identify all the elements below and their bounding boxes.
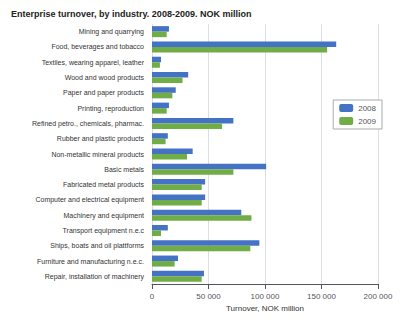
- svg-text:Refined petro., chemicals, pha: Refined petro., chemicals, pharmac.: [32, 120, 144, 128]
- svg-text:50 000: 50 000: [196, 292, 221, 301]
- svg-text:Printing, reproduction: Printing, reproduction: [77, 105, 144, 113]
- svg-text:Transport equipment n.e.c: Transport equipment n.e.c: [63, 227, 145, 235]
- svg-text:Non-metallic mineral products: Non-metallic mineral products: [51, 151, 144, 159]
- svg-text:Turnover, NOK million: Turnover, NOK million: [226, 304, 304, 313]
- svg-text:Wood and wood products: Wood and wood products: [65, 74, 145, 82]
- svg-text:Ships, boats and oil plattform: Ships, boats and oil plattforms: [50, 242, 144, 250]
- svg-text:Paper and paper products: Paper and paper products: [63, 89, 144, 97]
- svg-text:Food, beverages and tobacco: Food, beverages and tobacco: [51, 43, 144, 51]
- svg-text:Textiles, wearing apparel, lea: Textiles, wearing apparel, leather: [42, 59, 145, 67]
- svg-text:Furniture and manufacturing n.: Furniture and manufacturing n.e.c.: [37, 258, 144, 266]
- svg-text:150 000: 150 000: [307, 292, 336, 301]
- svg-text:Machinery and equipment: Machinery and equipment: [63, 212, 144, 220]
- svg-text:Basic metals: Basic metals: [104, 166, 144, 173]
- svg-text:2008: 2008: [358, 104, 376, 113]
- svg-text:2009: 2009: [358, 117, 376, 126]
- svg-text:Fabricated metal products: Fabricated metal products: [63, 181, 144, 189]
- svg-text:0: 0: [150, 292, 155, 301]
- svg-text:100 000: 100 000: [251, 292, 280, 301]
- svg-text:Repair, installation of machin: Repair, installation of machinery: [45, 273, 145, 281]
- svg-text:Computer and electrical equipm: Computer and electrical equipment: [35, 196, 144, 204]
- svg-text:Enterprise turnover, by indust: Enterprise turnover, by industry. 2008-2…: [11, 9, 251, 19]
- svg-text:Rubber and plastic products: Rubber and plastic products: [57, 135, 145, 143]
- svg-text:Mining and quarrying: Mining and quarrying: [79, 28, 144, 36]
- svg-text:200 000: 200 000: [364, 292, 393, 301]
